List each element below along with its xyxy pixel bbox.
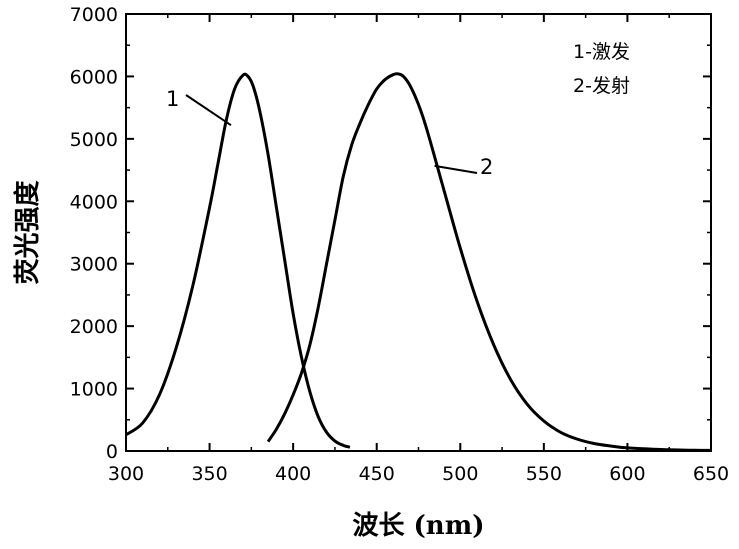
x-tick-label: 300 [108, 463, 144, 485]
y-tick-label: 2000 [70, 316, 118, 338]
y-tick-label: 3000 [70, 254, 118, 276]
y-axis-title: 荧光强度 [12, 180, 43, 284]
x-axis-title: 波长 (nm) [352, 511, 484, 541]
x-tick-label: 550 [526, 463, 562, 485]
series-2-label: 2 [480, 155, 493, 179]
x-tick-label: 350 [191, 463, 227, 485]
y-tick-label: 4000 [70, 191, 118, 213]
series-group [126, 74, 711, 451]
series-2-leader [435, 166, 477, 173]
y-tick-label: 6000 [70, 66, 118, 88]
legend-entry-2: 2-发射 [573, 75, 630, 97]
y-tick-label: 1000 [70, 379, 118, 401]
legend-entry-1: 1-激发 [573, 41, 630, 63]
x-tick-label: 400 [275, 463, 311, 485]
series-1-leader [186, 95, 231, 125]
labels-group: 1 2 1-激发 2-发射 [166, 41, 630, 179]
y-tick-label: 7000 [70, 4, 118, 26]
x-tick-label: 600 [609, 463, 645, 485]
series-1-label: 1 [166, 87, 179, 111]
y-tick-label: 5000 [70, 129, 118, 151]
x-tick-label: 450 [359, 463, 395, 485]
x-tick-label: 500 [442, 463, 478, 485]
y-tick-label: 0 [106, 441, 118, 463]
series-line-1 [126, 74, 350, 447]
x-tick-label: 650 [693, 463, 729, 485]
series-line-2 [268, 74, 711, 451]
